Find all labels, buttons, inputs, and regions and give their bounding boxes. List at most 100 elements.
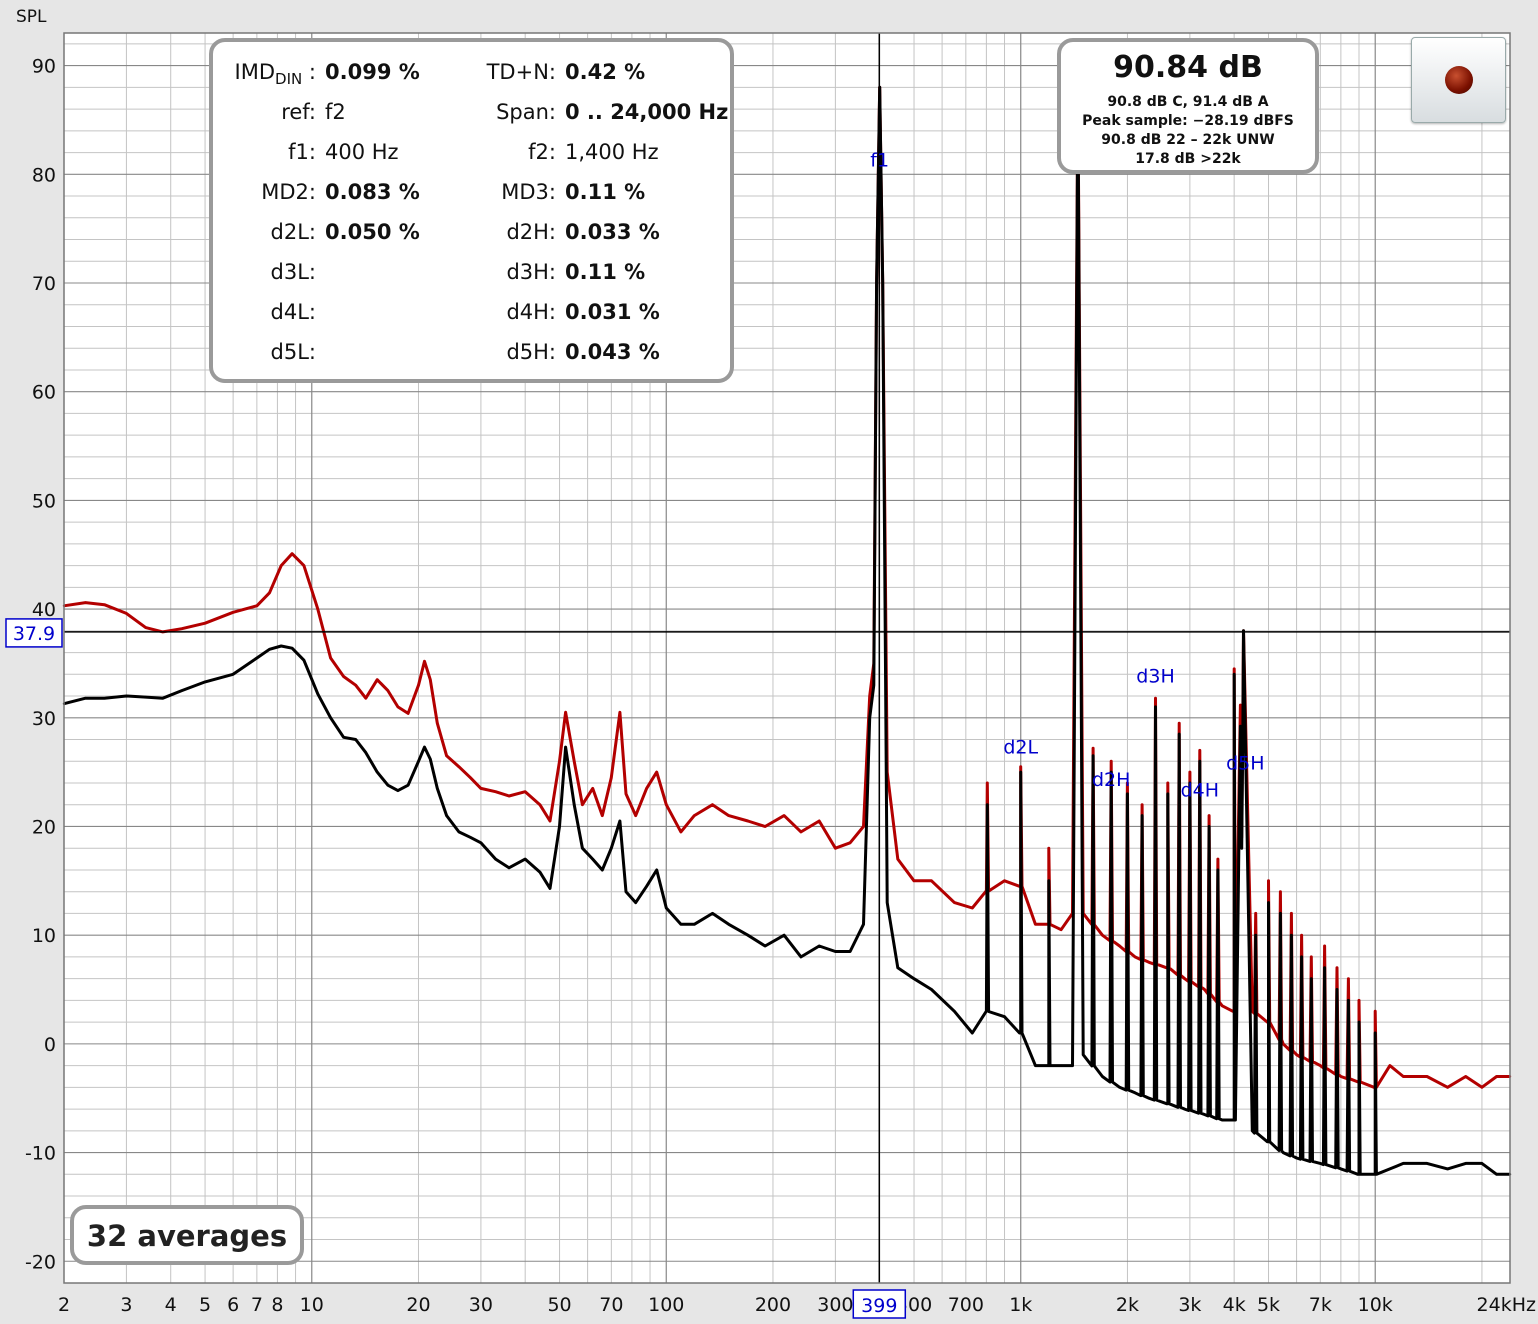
- series-point-0: [868, 694, 871, 698]
- series-point-0: [763, 825, 767, 828]
- series-point-1: [548, 887, 552, 890]
- series-point-0: [1295, 1053, 1298, 1056]
- cursor-layer[interactable]: [64, 33, 1510, 1283]
- imd-row: d5L: d5H: 0.043 %: [213, 340, 730, 370]
- series-point-0: [180, 627, 183, 630]
- imd-left-value: f2: [325, 100, 346, 124]
- series-point-0: [1034, 923, 1037, 926]
- series-point-1: [1319, 1162, 1322, 1165]
- series-point-1: [1082, 1053, 1085, 1056]
- series-point-1: [1277, 1149, 1281, 1152]
- series-point-0: [848, 841, 852, 844]
- series-point-1: [1047, 879, 1051, 882]
- y-tick-label: -20: [25, 1251, 56, 1273]
- x-tick-label: 2k: [1116, 1294, 1139, 1316]
- series-point-1: [386, 784, 390, 787]
- series-point-1: [1357, 1020, 1361, 1024]
- series-point-0: [1019, 765, 1022, 768]
- series-point-0: [711, 803, 714, 806]
- series-point-0: [84, 601, 87, 604]
- series-point-1: [1233, 673, 1236, 676]
- imd-right-value: 0.42 %: [565, 60, 646, 84]
- series-point-1: [507, 866, 511, 869]
- series-point-1: [457, 830, 461, 834]
- series-point-0: [538, 803, 542, 806]
- cursor-x-readout: 399: [861, 1295, 897, 1317]
- series-point-0: [417, 684, 420, 687]
- series-point-1: [1020, 1031, 1024, 1035]
- imd-label-subscript: DIN: [275, 70, 303, 89]
- x-tick-label: 50: [547, 1294, 571, 1316]
- series-point-1: [1322, 1163, 1325, 1166]
- series-point-0: [1310, 955, 1313, 959]
- series-point-1: [161, 697, 164, 700]
- imd-row: ref: f2 Span: 0 .. 24,000 Hz: [213, 100, 730, 130]
- series-point-1: [1268, 1140, 1271, 1143]
- x-tick-label: 7k: [1309, 1294, 1332, 1316]
- series-point-1: [679, 923, 683, 926]
- imd-right-label: d3H:: [506, 260, 556, 284]
- series-point-1: [1178, 732, 1181, 736]
- imd-row: d3L: d3H: 0.11 %: [213, 260, 730, 290]
- series-point-1: [971, 1031, 974, 1035]
- series-point-1: [1347, 999, 1350, 1002]
- series-point-1: [1003, 1015, 1006, 1018]
- series-point-1: [1183, 1107, 1186, 1111]
- series-point-1: [1216, 868, 1220, 872]
- series-point-0: [618, 711, 622, 714]
- series-point-1: [1402, 1162, 1405, 1165]
- series-point-1: [886, 901, 889, 904]
- series-point-1: [1290, 934, 1293, 937]
- series-point-1: [1337, 1166, 1340, 1170]
- series-point-1: [429, 757, 432, 761]
- series-point-1: [1308, 1160, 1312, 1163]
- peak-label-d4H: d4H: [1181, 780, 1219, 802]
- series-point-1: [1241, 725, 1245, 728]
- series-point-1: [329, 716, 332, 719]
- peak-label-d3H: d3H: [1136, 666, 1174, 688]
- imd-right-value: 0 .. 24,000 Hz: [565, 100, 729, 124]
- series-point-1: [1111, 1080, 1114, 1084]
- series-point-0: [268, 591, 271, 594]
- record-button[interactable]: [1411, 37, 1506, 123]
- series-point-0: [1047, 847, 1051, 850]
- series-point-0: [1339, 1075, 1343, 1078]
- imd-right-label: TD+N:: [486, 60, 556, 84]
- series-point-0: [494, 790, 497, 793]
- series-point-0: [986, 781, 989, 785]
- x-tick-label: 10k: [1358, 1294, 1393, 1316]
- series-point-1: [1446, 1167, 1449, 1171]
- imd-right-label: d2H:: [506, 220, 556, 244]
- series-point-1: [1388, 1167, 1392, 1171]
- series-point-1: [834, 950, 837, 953]
- series-point-1: [1255, 1131, 1259, 1135]
- series-point-1: [423, 745, 426, 749]
- series-point-0: [727, 814, 730, 817]
- averages-badge[interactable]: 32 averages: [70, 1205, 304, 1265]
- imd-row: f1: 400 Hz f2: 1,400 Hz: [213, 140, 730, 170]
- imd-left-label: ref:: [281, 100, 316, 124]
- series-point-0: [1480, 1086, 1484, 1089]
- series-point-1: [1048, 1064, 1052, 1067]
- series-point-1: [573, 803, 576, 806]
- series-point-0: [1323, 944, 1326, 948]
- series-point-0: [1319, 1064, 1322, 1067]
- series-point-0: [1147, 961, 1151, 964]
- series-point-1: [618, 819, 622, 823]
- series-point-0: [429, 678, 432, 681]
- imd-right-value: 0.033 %: [565, 220, 660, 244]
- y-tick-label: 40: [32, 599, 56, 621]
- series-point-1: [1234, 1118, 1237, 1122]
- x-tick-label: 4k: [1223, 1294, 1246, 1316]
- series-point-0: [1091, 747, 1095, 750]
- series-point-0: [1267, 879, 1270, 882]
- imd-right-value: 0.043 %: [565, 340, 660, 364]
- series-point-1: [1197, 1112, 1200, 1115]
- imd-left-label: f1:: [288, 140, 316, 164]
- x-tick-label: 3k: [1178, 1294, 1201, 1316]
- x-tick-label: 1k: [1009, 1294, 1032, 1316]
- series-point-0: [469, 776, 472, 779]
- series-point-1: [881, 281, 884, 285]
- series-point-1: [1203, 1113, 1206, 1116]
- series-point-0: [1495, 1075, 1498, 1078]
